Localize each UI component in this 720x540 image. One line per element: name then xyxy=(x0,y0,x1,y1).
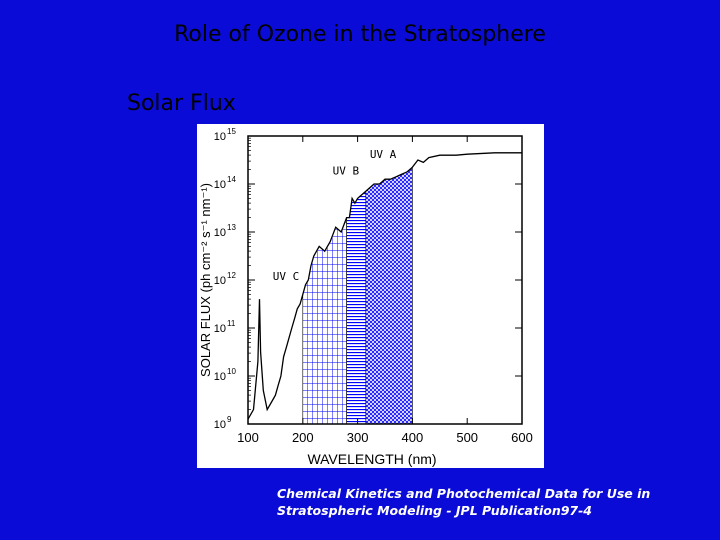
band-label: UV B xyxy=(333,164,360,177)
y-tick-exponent: 13 xyxy=(227,223,236,232)
flux-curve xyxy=(247,152,522,420)
flux-curve-layer xyxy=(247,152,522,420)
band-uv-b xyxy=(346,190,367,424)
y-tick-exponent: 11 xyxy=(227,319,236,328)
citation-line-1: Chemical Kinetics and Photochemical Data… xyxy=(277,486,651,501)
y-tick-label: 10 xyxy=(214,275,226,287)
x-tick-label: 400 xyxy=(402,430,424,445)
y-tick-label: 10 xyxy=(214,227,226,239)
x-tick-label: 100 xyxy=(237,430,259,445)
x-tick-label: 500 xyxy=(456,430,478,445)
y-tick-label: 10 xyxy=(214,179,226,191)
y-tick-exponent: 14 xyxy=(227,175,236,184)
x-tick-label: 300 xyxy=(347,430,369,445)
x-axis-label: WAVELENGTH (nm) xyxy=(307,451,436,467)
y-tick-label: 10 xyxy=(214,419,226,431)
y-tick-label: 10 xyxy=(214,323,226,335)
y-axis-label: SOLAR FLUX (ph cm⁻² s⁻¹ nm⁻¹) xyxy=(198,183,213,377)
axis-labels: WAVELENGTH (nm) SOLAR FLUX (ph cm⁻² s⁻¹ … xyxy=(198,183,437,467)
band-uv-c xyxy=(302,217,347,424)
y-tick-label: 10 xyxy=(214,131,226,143)
citation-line-2: Stratospheric Modeling - JPL Publication… xyxy=(277,503,593,518)
solar-flux-figure: 100 200 300 400 500 600 10 15 10 14 10 13 10 12 10 11 10… xyxy=(197,124,544,468)
band-uv-a xyxy=(365,166,413,424)
x-tick-label: 200 xyxy=(292,430,314,445)
citation: Chemical Kinetics and Photochemical Data… xyxy=(277,485,707,519)
y-tick-exponent: 9 xyxy=(227,415,232,424)
uv-band-fills xyxy=(302,166,413,424)
slide-subtitle: Solar Flux xyxy=(127,91,236,116)
y-tick-exponent: 15 xyxy=(227,127,236,136)
band-label: UV A xyxy=(370,148,397,161)
band-labels: UV C UV B UV A xyxy=(273,148,397,283)
y-tick-exponent: 10 xyxy=(227,367,236,376)
y-tick-label: 10 xyxy=(214,371,226,383)
y-tick-exponent: 12 xyxy=(227,271,236,280)
x-tick-label: 600 xyxy=(511,430,533,445)
slide-title: Role of Ozone in the Stratosphere xyxy=(174,22,546,47)
band-label: UV C xyxy=(273,270,300,283)
